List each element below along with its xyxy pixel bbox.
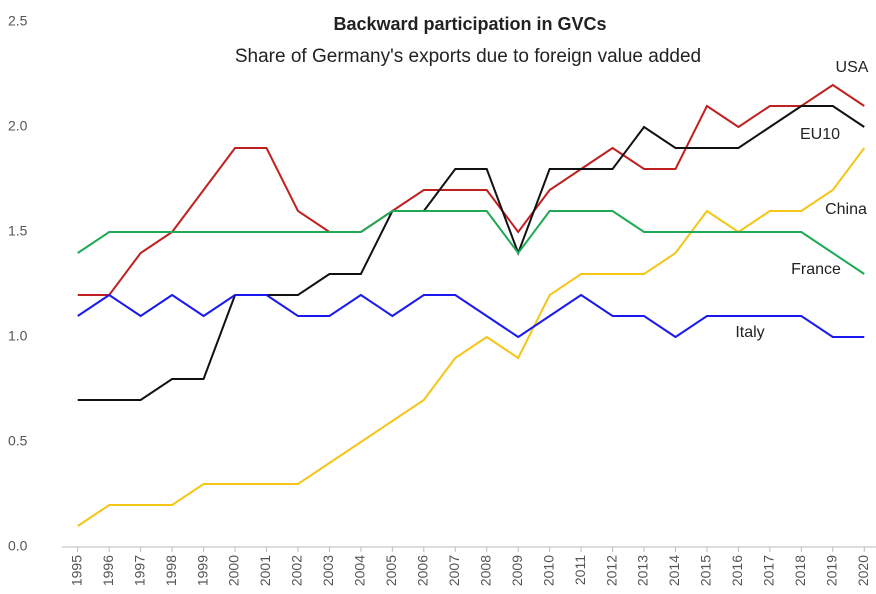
x-tick-label: 1998 (163, 555, 179, 586)
series-line (77, 210, 865, 275)
x-tick-label: 2004 (352, 555, 368, 586)
x-tick-label: 2014 (666, 555, 682, 586)
x-tick-label: 2003 (320, 555, 336, 586)
series-line (77, 293, 865, 339)
y-tick-label: 0.0 (8, 538, 28, 554)
y-tick-label: 1.0 (8, 328, 28, 344)
series-label: EU10 (800, 126, 840, 143)
series-label: Italy (735, 324, 764, 341)
x-tick-label: 2015 (698, 555, 714, 586)
x-tick-label: 2001 (257, 555, 273, 586)
series-line (77, 147, 866, 527)
x-tick-label: 1997 (131, 555, 147, 586)
x-tick-label: 2020 (855, 555, 871, 586)
x-tick-label: 2010 (540, 555, 556, 586)
x-tick-label: 2008 (477, 555, 493, 586)
chart-title: Backward participation in GVCs (333, 14, 606, 34)
x-tick-label: 2017 (761, 555, 777, 586)
x-tick-label: 2012 (603, 555, 619, 586)
y-tick-label: 0.5 (8, 433, 28, 449)
x-tick-label: 2019 (824, 555, 840, 586)
chart-subtitle: Share of Germany's exports due to foreig… (235, 46, 701, 67)
y-tick-label: 2.0 (8, 118, 28, 134)
x-tick-label: 2013 (635, 555, 651, 586)
x-tick-label: 1999 (194, 555, 210, 586)
x-tick-label: 2006 (415, 555, 431, 586)
x-tick-label: 2002 (289, 555, 305, 586)
x-tick-label: 1996 (100, 555, 116, 586)
x-tick-label: 1995 (68, 555, 84, 586)
series-label: USA (836, 59, 869, 76)
x-tick-label: 2011 (572, 555, 588, 585)
x-tick-label: 2009 (509, 555, 525, 586)
y-tick-label: 1.5 (8, 223, 28, 239)
x-tick-label: 2005 (383, 555, 399, 586)
series-line (77, 105, 865, 401)
x-tick-label: 2007 (446, 555, 462, 586)
x-tick-label: 2000 (226, 555, 242, 586)
series-label: France (791, 261, 841, 278)
series-line (77, 83, 865, 296)
y-tick-label: 2.5 (8, 13, 28, 29)
series-label: China (825, 201, 867, 218)
x-tick-label: 2018 (792, 555, 808, 586)
x-tick-label: 2016 (729, 555, 745, 586)
